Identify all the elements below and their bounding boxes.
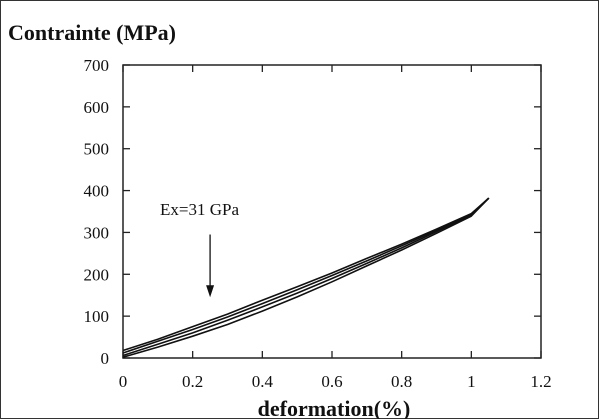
y-tick-label: 600 [84,98,110,117]
series-line-3 [122,197,490,357]
y-tick-label: 400 [84,182,110,201]
annotation-arrowhead [206,285,215,298]
x-tick-label: 0.2 [182,372,203,391]
x-tick-label: 0.4 [252,372,274,391]
x-axis-label: deformation(%) [258,396,411,419]
data-series [122,197,490,358]
x-tick-label: 0.6 [321,372,342,391]
y-axis-label: Contrainte (MPa) [8,20,176,45]
y-tick-label: 200 [84,265,110,284]
y-tick-label: 0 [101,349,110,368]
axis-ticks: 0 0.2 0.4 0.6 0.8 1 1.2 0 100 200 300 400 500 600 700 [84,56,552,391]
x-tick-label: 0 [119,372,128,391]
annotation-label: Ex=31 GPa [160,200,239,219]
y-tick-label: 700 [84,56,110,75]
annotation-group: Ex=31 GPa [160,200,239,298]
x-tick-label: 1 [467,372,476,391]
y-tick-label: 300 [84,223,110,242]
series-line-1 [122,197,490,352]
series-line-4 [122,197,490,358]
y-tick-label: 500 [84,140,110,159]
x-tick-label: 1.2 [530,372,551,391]
y-tick-label: 100 [84,307,110,326]
x-tick-label: 0.8 [391,372,412,391]
series-line-2 [122,197,490,354]
